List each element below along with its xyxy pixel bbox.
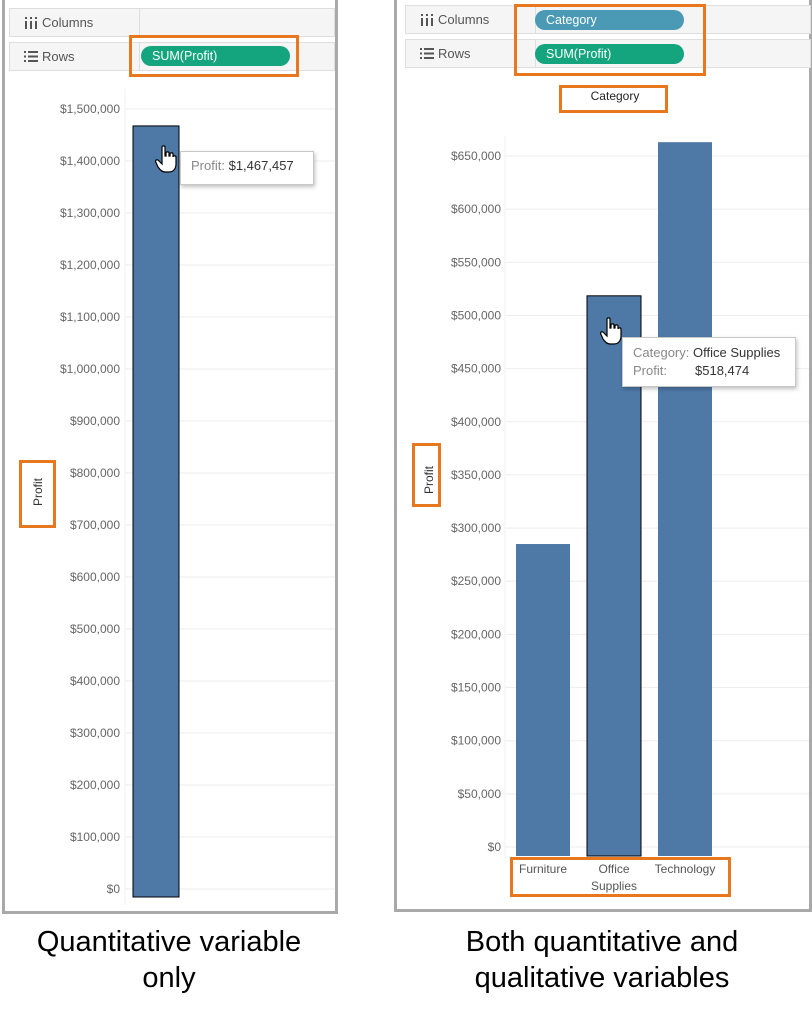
left-caption: Quantitative variable only: [36, 926, 302, 994]
y-tick-label: $700,000: [70, 518, 120, 532]
tooltip-profit-value: $518,474: [695, 363, 750, 378]
left-ylabel-highlight: [19, 460, 56, 528]
bar-office-supplies: [586, 295, 642, 857]
y-tick-label: $0: [488, 840, 502, 854]
y-tick-label: $400,000: [70, 674, 120, 688]
columns-shelf-label: Columns: [14, 9, 140, 36]
bar-profit: [132, 125, 180, 898]
bar-furniture: [516, 544, 570, 856]
y-tick-label: $550,000: [451, 255, 501, 269]
right-tooltip: Category: Office Supplies Profit: $518,47…: [622, 337, 796, 387]
y-tick-label: $1,400,000: [60, 154, 120, 168]
x-category-label: Furniture: [519, 862, 567, 876]
columns-shelf[interactable]: Columns: [9, 8, 335, 37]
y-tick-label: $200,000: [70, 778, 120, 792]
y-tick-label: $400,000: [451, 415, 501, 429]
y-tick-label: $100,000: [70, 830, 120, 844]
rows-shelf[interactable]: Rows SUM(Profit): [405, 39, 811, 68]
shelf-pills-highlight: [514, 4, 706, 76]
y-tick-label: $300,000: [451, 521, 501, 535]
right-worksheet: Columns Category Rows SUM(Profit) $0 $50,…: [394, 0, 812, 912]
x-category-label: Technology: [655, 862, 716, 876]
columns-label: Columns: [438, 12, 490, 27]
category-axis-highlight: [510, 857, 731, 897]
y-tick-label: $650,000: [451, 149, 501, 163]
y-tick-label: $500,000: [451, 308, 501, 322]
x-category-label: Supplies: [591, 879, 637, 893]
rows-shelf-label: Rows: [14, 43, 140, 70]
y-tick-label: $500,000: [70, 622, 120, 636]
right-caption: Both quantitative and qualitative variab…: [465, 926, 739, 994]
chart-title: Category: [591, 89, 640, 103]
y-tick-label: $150,000: [451, 681, 501, 695]
y-tick-label: $1,500,000: [60, 102, 120, 116]
right-ylabel-highlight: [412, 443, 441, 507]
sum-profit-pill[interactable]: SUM(Profit): [535, 44, 684, 64]
rows-icon: [420, 48, 434, 59]
y-tick-label: $600,000: [451, 202, 501, 216]
rows-shelf[interactable]: Rows SUM(Profit): [9, 42, 335, 71]
y-axis-label: Profit: [31, 477, 45, 506]
category-pill[interactable]: Category: [535, 10, 684, 30]
rows-label: Rows: [42, 49, 75, 64]
tooltip-profit-value: $1,467,457: [228, 158, 294, 173]
tooltip-category-value: Office Supplies: [693, 345, 781, 360]
tooltip-category-label: Category:: [633, 345, 690, 360]
right-bar-chart: $0 $50,000 $100,000 $150,000 $200,000 $250,00…: [405, 78, 809, 906]
y-tick-label: $1,300,000: [60, 206, 120, 220]
y-tick-label: $450,000: [451, 362, 501, 376]
tooltip-profit-label: Profit:: [191, 158, 225, 173]
x-category-label: Office: [598, 862, 629, 876]
left-bar-chart: $0 $100,000 $200,000 $300,000 $400,000 $500,0…: [9, 80, 335, 906]
rows-pill-highlight: [129, 35, 299, 77]
y-tick-label: $100,000: [451, 734, 501, 748]
left-worksheet: Columns Rows SUM(Profit) $0 $100,000 $200,…: [2, 0, 338, 914]
y-tick-label: $350,000: [451, 468, 501, 482]
tooltip-profit-label: Profit:: [633, 363, 667, 378]
y-tick-label: $0: [107, 882, 121, 896]
bar-technology: [658, 142, 712, 856]
left-tooltip: Profit: $1,467,457: [180, 151, 314, 185]
y-tick-label: $300,000: [70, 726, 120, 740]
y-tick-label: $200,000: [451, 627, 501, 641]
columns-icon: [421, 14, 433, 26]
hand-cursor-icon: [155, 145, 177, 173]
y-tick-label: $250,000: [451, 574, 501, 588]
y-tick-label: $900,000: [70, 414, 120, 428]
category-header-highlight: [559, 85, 668, 113]
y-tick-label: $1,100,000: [60, 310, 120, 324]
y-axis-label: Profit: [422, 465, 436, 494]
y-tick-label: $600,000: [70, 570, 120, 584]
y-tick-label: $1,000,000: [60, 362, 120, 376]
y-tick-label: $1,200,000: [60, 258, 120, 272]
y-tick-label: $800,000: [70, 466, 120, 480]
sum-profit-pill[interactable]: SUM(Profit): [141, 46, 290, 66]
columns-icon: [25, 17, 37, 29]
rows-label: Rows: [438, 46, 471, 61]
y-tick-label: $50,000: [458, 787, 502, 801]
columns-label: Columns: [42, 15, 94, 30]
rows-icon: [24, 51, 38, 62]
hand-cursor-icon: [600, 317, 622, 345]
